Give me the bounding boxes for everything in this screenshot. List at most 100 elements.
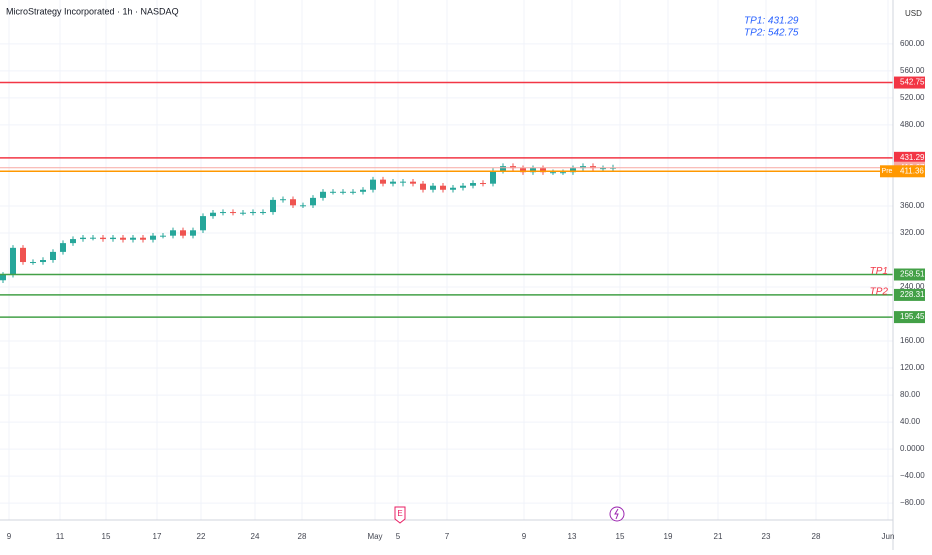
level-price-label: 228.31 — [900, 290, 925, 299]
level-price-label: 258.51 — [900, 270, 925, 279]
candle-body — [530, 168, 536, 173]
x-tick-label: 17 — [153, 532, 162, 541]
candle-body — [580, 166, 586, 169]
candle-body — [70, 239, 76, 244]
y-tick-label: 40.00 — [900, 417, 921, 426]
candle-body — [350, 191, 356, 193]
x-tick-label: 21 — [714, 532, 723, 541]
candle-body — [170, 230, 176, 236]
candle-body — [100, 237, 106, 240]
x-tick-label: May — [367, 532, 382, 541]
candle-body — [470, 183, 476, 186]
y-tick-label: 160.00 — [900, 336, 925, 345]
x-tick-label: 24 — [251, 532, 260, 541]
candle-body — [240, 212, 246, 214]
level-name: TP1 — [870, 266, 888, 277]
level-price-label: 542.75 — [900, 78, 925, 87]
annotation: TP1: 431.29 — [744, 16, 799, 27]
x-tick-label: 23 — [762, 532, 771, 541]
candle-body — [160, 235, 166, 237]
level-price-box — [894, 76, 925, 89]
level-price-label: 431.29 — [900, 153, 925, 162]
x-tick-label: 9 — [7, 532, 12, 541]
candle-body — [450, 187, 456, 190]
candle-body — [60, 243, 66, 252]
x-tick-label: 28 — [298, 532, 307, 541]
x-tick-label: 15 — [102, 532, 111, 541]
candle-body — [440, 185, 446, 190]
candle-body — [510, 166, 516, 169]
x-tick-label: 15 — [616, 532, 625, 541]
candle-body — [600, 168, 606, 170]
candle-body — [0, 274, 6, 281]
plot — [0, 81, 893, 318]
dividend-icon[interactable] — [609, 506, 625, 522]
candle-body — [40, 260, 46, 263]
chart-title: MicroStrategy Incorporated · 1h · NASDAQ — [6, 6, 179, 16]
candle-body — [150, 235, 156, 240]
y-tick-label: 80.00 — [900, 390, 921, 399]
candle-body — [520, 168, 526, 173]
candle-body — [30, 262, 36, 264]
candle-body — [340, 191, 346, 193]
candle-body — [120, 237, 126, 240]
level-price-box — [894, 268, 925, 281]
candle-body — [300, 205, 306, 207]
candle-body — [180, 230, 186, 236]
candle-body — [140, 237, 146, 240]
candle-body — [280, 199, 286, 201]
x-tick-label: 7 — [445, 532, 450, 541]
x-tick-label: 28 — [812, 532, 821, 541]
candle-body — [20, 247, 26, 263]
candle-body — [90, 237, 96, 239]
level-price-label: 411.36 — [900, 166, 924, 175]
candle-body — [330, 191, 336, 193]
level-name-box — [880, 165, 894, 178]
candle-body — [270, 199, 276, 213]
candle-body — [490, 170, 496, 184]
earnings-badge[interactable] — [394, 506, 406, 524]
y-tick-label: −80.00 — [900, 498, 925, 507]
level-price-box — [894, 151, 925, 164]
y-tick-label: 0.0000 — [900, 444, 925, 453]
level-price-box — [894, 288, 925, 301]
candle-body — [430, 185, 436, 190]
candle-body — [500, 166, 506, 171]
candle-body — [130, 237, 136, 240]
candle-body — [410, 181, 416, 184]
y-tick-label: 120.00 — [900, 363, 925, 372]
level-price-box — [894, 311, 925, 324]
candle-body — [570, 168, 576, 173]
candle-body — [320, 191, 326, 198]
level-price-box — [894, 165, 925, 178]
x-tick-label: 9 — [522, 532, 527, 541]
event-bolt — [614, 508, 619, 520]
level-name: TP2 — [870, 287, 889, 298]
x-tick-label: Jun — [882, 532, 895, 541]
axis-unit: USD — [905, 9, 922, 18]
candle-body — [290, 199, 296, 206]
earnings-icon[interactable]: E — [394, 506, 406, 524]
candle-body — [110, 237, 116, 240]
grid — [0, 0, 893, 520]
x-tick-label: 19 — [664, 532, 673, 541]
candle-body — [200, 216, 206, 231]
level-name: Pre — [882, 168, 893, 175]
y-tick-label: 520.00 — [900, 93, 925, 102]
x-tick-label: 22 — [197, 532, 206, 541]
candle-body — [190, 230, 196, 236]
candle-body — [540, 168, 546, 173]
candle-body — [360, 189, 366, 192]
candle-body — [370, 179, 376, 190]
candle-body — [480, 183, 486, 185]
candle-body — [590, 166, 596, 169]
candle-body — [550, 172, 556, 174]
candle-body — [380, 179, 386, 184]
candle-body — [50, 251, 56, 260]
candle-body — [210, 212, 216, 217]
y-tick-label: −40.00 — [900, 471, 925, 480]
level-price-label: 195.45 — [900, 312, 925, 321]
candle-body — [560, 172, 566, 174]
candle-body — [230, 212, 236, 214]
